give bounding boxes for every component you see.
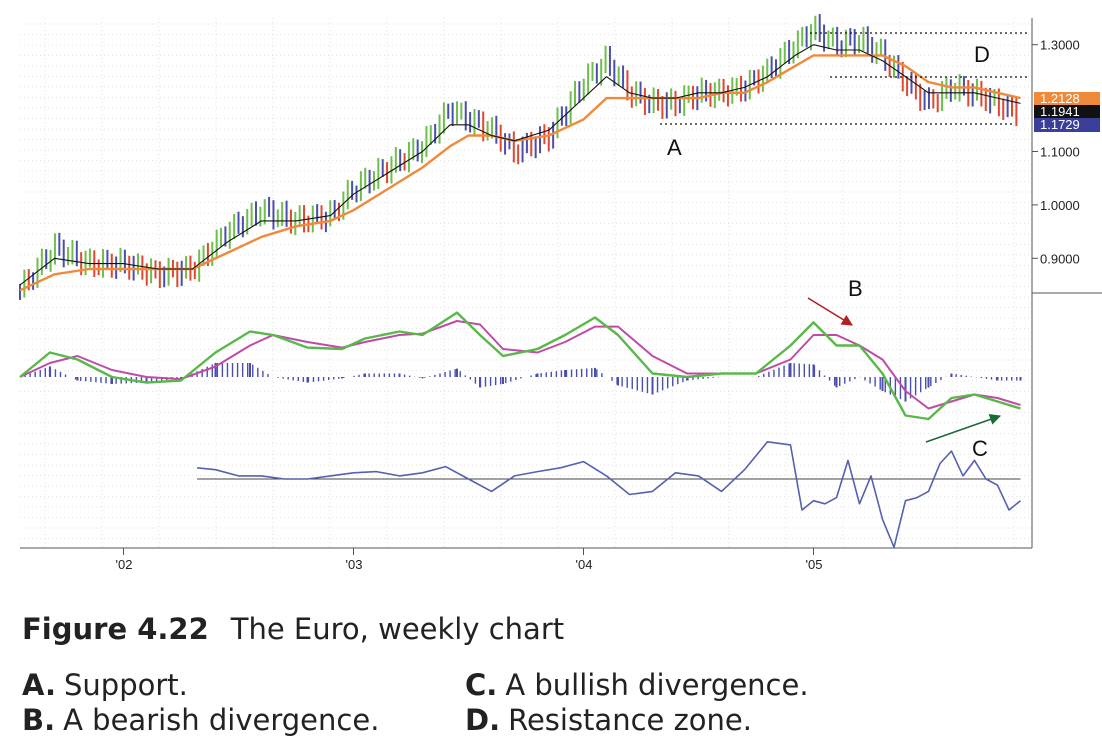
price-tag <box>1034 92 1100 106</box>
weekly-euro-chart: 1.3000 1.1000 1.0000 0.9000 '02 '03 '04 '05 1.21… <box>19 14 1102 572</box>
chart-grid <box>20 18 1032 548</box>
legend-item-a: A. Support. <box>22 668 188 702</box>
y-tick-label: 0.9000 <box>1040 251 1080 266</box>
legend-item-b: B. A bearish divergence. <box>22 703 379 737</box>
legend-key: B. <box>22 703 56 737</box>
annotation-c: C <box>972 436 988 461</box>
force-index-panel <box>197 440 1022 549</box>
legend-text: A bearish divergence. <box>63 703 380 737</box>
legend-item-d: D. Resistance zone. <box>465 703 752 737</box>
annotation-a: A <box>667 135 682 160</box>
fast-ema-line <box>19 44 1021 286</box>
legend-key: C. <box>465 668 498 702</box>
price-panel <box>19 14 1021 300</box>
legend-key: D. <box>465 703 501 737</box>
y-tick-label: 1.0000 <box>1040 198 1080 213</box>
legend-item-c: C. A bullish divergence. <box>465 668 809 702</box>
slow-ema-line <box>19 54 1021 292</box>
x-tick-label: '02 <box>116 557 133 572</box>
annotation-d: D <box>974 42 990 67</box>
macd-panel <box>19 311 1022 421</box>
annotation-b: B <box>848 276 863 301</box>
price-tag-label: 1.2128 <box>1040 91 1080 106</box>
legend-text: Support. <box>64 668 188 702</box>
chart-axes: 1.3000 1.1000 1.0000 0.9000 '02 '03 '04 '05 1.21… <box>20 18 1102 572</box>
legend-text: Resistance zone. <box>508 703 752 737</box>
price-tag <box>1034 105 1100 119</box>
x-tick-label: '03 <box>346 557 363 572</box>
macd-line <box>19 311 1021 421</box>
x-tick-label: '05 <box>806 557 823 572</box>
chart-annotations: A B C D <box>660 32 1028 461</box>
force-index-line <box>197 440 1022 549</box>
arrow-b <box>807 297 853 326</box>
price-tag-label: 1.1729 <box>1040 117 1080 132</box>
price-tag <box>1034 118 1100 132</box>
price-tag-label: 1.1941 <box>1040 104 1080 119</box>
arrow-c <box>925 414 1002 443</box>
x-tick-label: '04 <box>576 557 593 572</box>
figure-caption: Figure 4.22 The Euro, weekly chart <box>22 612 564 646</box>
legend-text: A bullish divergence. <box>505 668 809 702</box>
y-tick-label: 1.1000 <box>1040 144 1080 159</box>
figure-number: Figure 4.22 <box>22 612 209 646</box>
y-tick-label: 1.3000 <box>1040 38 1080 53</box>
macd-signal-line <box>19 320 1021 410</box>
legend-key: A. <box>22 668 56 702</box>
figure-title: The Euro, weekly chart <box>230 612 565 646</box>
